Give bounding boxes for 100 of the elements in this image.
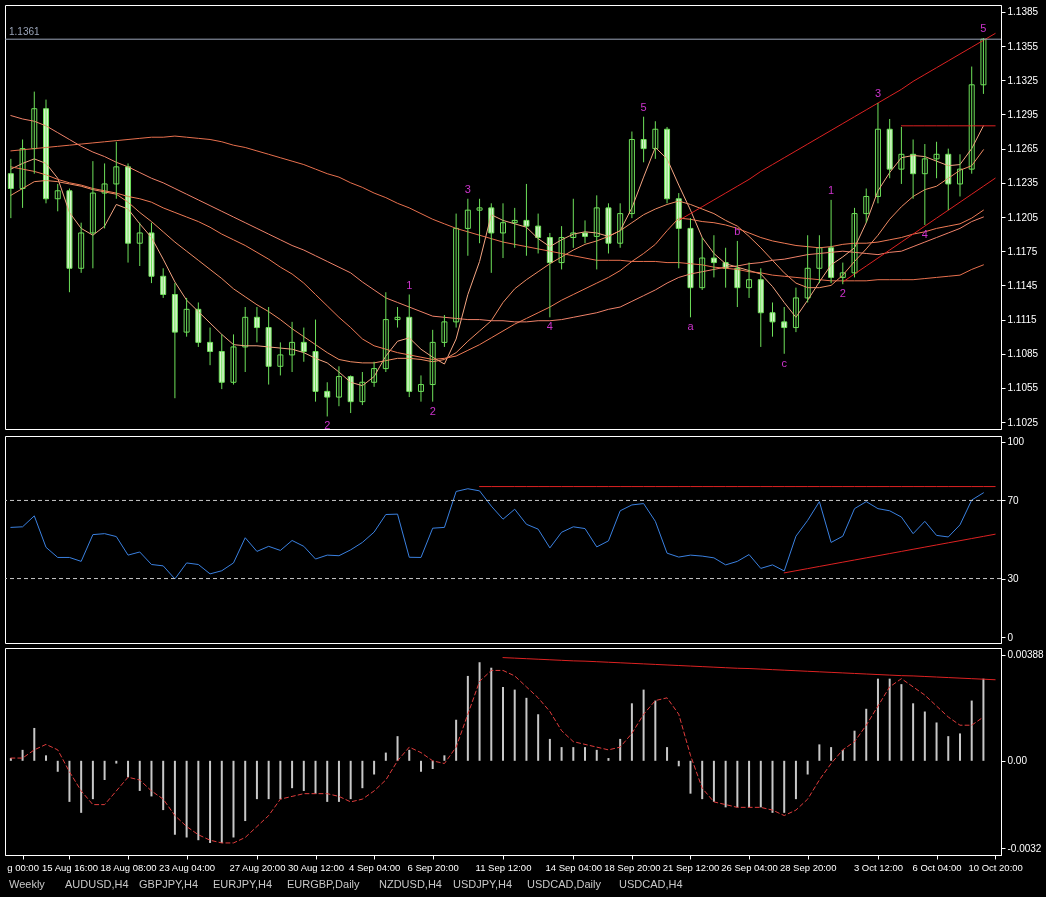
x-tick-label: g 00:00 xyxy=(7,861,39,873)
candlestick xyxy=(933,141,940,179)
bar xyxy=(232,760,235,838)
x-tick-label: 27 Aug 20:00 xyxy=(229,861,286,873)
text: 2 xyxy=(429,404,436,417)
x-tick-label: 30 Aug 12:00 xyxy=(288,861,345,873)
ref-line-label: 1.1361 xyxy=(9,26,41,38)
candlestick xyxy=(136,222,143,267)
candlestick xyxy=(816,234,823,284)
bar xyxy=(607,758,610,761)
bar xyxy=(466,675,469,761)
candlestick xyxy=(66,188,73,293)
candlestick xyxy=(898,126,905,185)
bar xyxy=(865,708,868,761)
bar xyxy=(806,760,809,775)
bar xyxy=(45,755,48,761)
bar xyxy=(103,760,106,780)
x-tick-label: 10 Oct 20:00 xyxy=(968,861,1023,873)
bar xyxy=(302,760,305,791)
x-tick-label: 6 Sep 20:00 xyxy=(407,861,459,873)
bar xyxy=(384,752,387,761)
y-tick-label: 0 xyxy=(1007,631,1014,643)
bar xyxy=(314,760,317,794)
bar xyxy=(173,760,176,835)
bar xyxy=(150,760,153,797)
text: USDCAD,Daily xyxy=(527,878,602,890)
bar xyxy=(220,760,223,843)
bar xyxy=(513,689,516,761)
bar xyxy=(56,760,59,772)
bar xyxy=(712,760,715,802)
candlestick xyxy=(687,217,694,318)
bar xyxy=(935,722,938,761)
bar xyxy=(525,697,528,761)
candlestick xyxy=(441,314,448,348)
bar xyxy=(736,760,739,808)
bar xyxy=(619,738,622,761)
text: 2 xyxy=(839,287,846,300)
text: EURJPY,H4 xyxy=(213,878,273,890)
x-tick-label: 26 Sep 04:00 xyxy=(721,861,778,873)
x-tick-label: 28 Sep 20:00 xyxy=(779,861,837,873)
bar xyxy=(947,736,950,761)
bar xyxy=(537,714,540,761)
bar xyxy=(841,749,844,761)
candlestick xyxy=(734,240,741,308)
x-tick-label: 14 Sep 04:00 xyxy=(545,861,603,873)
bar xyxy=(68,760,71,802)
bar xyxy=(701,760,704,800)
x-tick-label: 23 Aug 04:00 xyxy=(159,861,216,873)
y-tick-label: 1.1385 xyxy=(1007,6,1039,18)
bar xyxy=(666,747,669,761)
candlestick xyxy=(183,297,190,338)
bar xyxy=(373,760,376,775)
x-tick-label: 4 Sep 04:00 xyxy=(348,861,401,873)
text: 4 xyxy=(546,320,553,333)
x-tick-label: 15 Aug 16:00 xyxy=(41,861,98,873)
y-tick-label: 0.00388 xyxy=(1007,649,1045,661)
y-tick-label: 0.00 xyxy=(1007,755,1028,767)
bar xyxy=(794,760,797,800)
text: a xyxy=(687,320,694,333)
y-tick-label: 70 xyxy=(1007,494,1020,506)
line-series xyxy=(783,533,996,574)
bar xyxy=(419,760,422,772)
bar xyxy=(478,662,481,761)
bar xyxy=(584,747,587,761)
candlestick xyxy=(230,333,237,386)
text: b xyxy=(734,224,741,237)
y-tick-label: 100 xyxy=(1007,436,1025,448)
bar xyxy=(255,760,258,800)
bar xyxy=(490,667,493,761)
candlestick xyxy=(324,381,331,417)
bar xyxy=(982,678,985,761)
bar xyxy=(502,686,504,761)
y-tick-label: 1.1355 xyxy=(1007,40,1039,52)
candlestick xyxy=(394,306,401,329)
text: USDCAD,H4 xyxy=(619,878,683,890)
text: GBPJPY,H4 xyxy=(139,878,199,890)
candlestick xyxy=(605,202,612,254)
y-tick-label: 1.1235 xyxy=(1007,177,1039,189)
text: USDJPY,H4 xyxy=(453,878,513,890)
bar xyxy=(970,700,973,761)
candlestick xyxy=(980,37,987,95)
bar xyxy=(759,760,762,808)
y-tick-label: 1.1175 xyxy=(1007,245,1038,257)
text: 2 xyxy=(324,419,331,432)
text: c xyxy=(781,356,787,369)
text: AUDUSD,H4 xyxy=(65,878,129,890)
text: EURGBP,Daily xyxy=(287,878,361,890)
candlestick xyxy=(359,371,366,406)
y-tick-label: 1.1295 xyxy=(1007,108,1039,120)
bar xyxy=(572,747,575,761)
line-series xyxy=(502,657,996,681)
bar xyxy=(443,755,446,761)
bar xyxy=(291,760,294,789)
candlestick xyxy=(640,116,647,163)
bar xyxy=(431,760,434,770)
bar xyxy=(783,760,786,813)
line-series xyxy=(10,669,984,844)
bar xyxy=(912,703,915,761)
bar xyxy=(138,760,141,791)
bar xyxy=(33,727,36,761)
